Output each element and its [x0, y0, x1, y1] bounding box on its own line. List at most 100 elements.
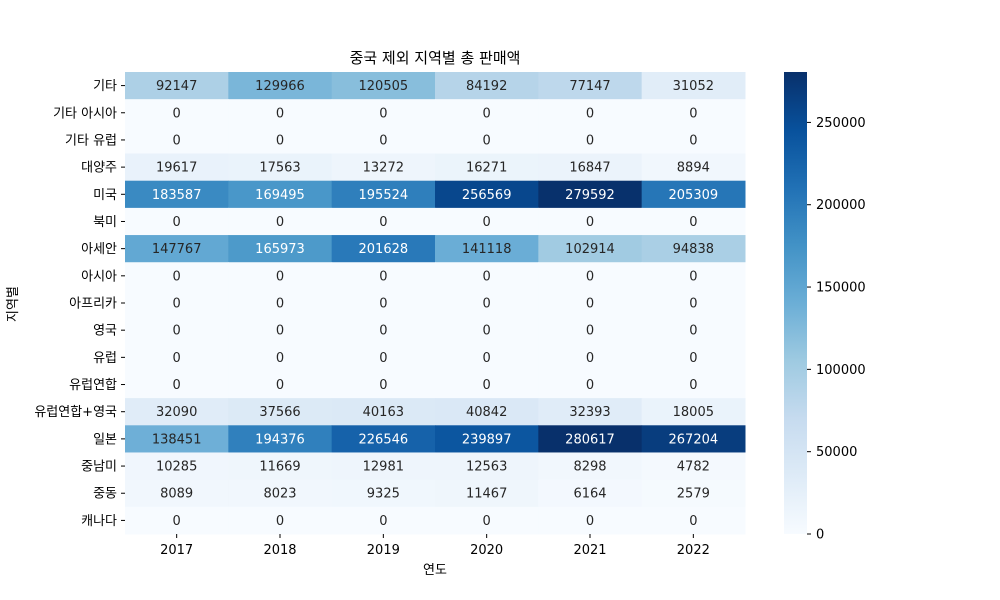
x-tick-label: 2022	[677, 543, 710, 558]
heatmap-cells: 92147 129966 120505 84192 77147 31052 0 0 0 0 0 0 0 0…	[125, 72, 746, 535]
cell-value-label: 0	[379, 133, 387, 148]
y-tick-label: 유럽연합	[69, 378, 117, 393]
heatmap-cell	[228, 343, 333, 372]
cell-value-label: 267204	[669, 432, 719, 447]
cell-value-label: 0	[483, 215, 491, 230]
heatmap-cell	[125, 99, 229, 127]
cell-value-label: 169495	[255, 188, 305, 203]
heatmap-cell	[125, 316, 229, 345]
heatmap-cell	[331, 262, 436, 290]
heatmap-cell	[331, 316, 436, 345]
cell-value-label: 12981	[363, 460, 404, 475]
cell-value-label: 141118	[462, 242, 512, 257]
cell-value-label: 9325	[367, 487, 400, 502]
heatmap-cell	[435, 72, 539, 100]
cell-value-label: 0	[689, 514, 697, 529]
cell-value-label: 120505	[359, 79, 409, 94]
cell-value-label: 16271	[466, 161, 507, 176]
cell-value-label: 0	[173, 514, 181, 529]
heatmap-cell	[641, 370, 746, 399]
cell-value-label: 0	[276, 215, 284, 230]
cell-value-label: 4782	[677, 460, 710, 475]
heatmap-cell	[538, 425, 643, 453]
cell-value-label: 0	[689, 269, 697, 284]
heatmap-cell	[228, 99, 333, 127]
heatmap-cell	[125, 370, 229, 399]
cell-value-label: 32090	[156, 405, 197, 420]
cell-value-label: 0	[689, 133, 697, 148]
heatmap-cell	[538, 452, 643, 481]
cell-value-label: 0	[379, 297, 387, 312]
heatmap-cell	[331, 180, 436, 209]
cell-value-label: 0	[276, 297, 284, 312]
cell-value-label: 0	[379, 378, 387, 393]
heatmap-cell	[538, 153, 643, 182]
cell-value-label: 279592	[565, 188, 615, 203]
cell-value-label: 0	[689, 351, 697, 366]
y-tick-label: 영국	[93, 324, 117, 339]
heatmap-cell	[641, 153, 746, 182]
cell-value-label: 256569	[462, 188, 512, 203]
cell-value-label: 102914	[565, 242, 615, 257]
cell-value-label: 129966	[255, 79, 305, 94]
cell-value-label: 0	[173, 215, 181, 230]
heatmap-cell	[228, 289, 333, 318]
heatmap-cell	[435, 425, 539, 453]
heatmap-cell	[228, 126, 333, 155]
cell-value-label: 0	[379, 351, 387, 366]
heatmap-cell	[331, 72, 436, 100]
heatmap-cell	[228, 207, 333, 236]
cell-value-label: 0	[173, 133, 181, 148]
cell-value-label: 0	[276, 378, 284, 393]
cell-value-label: 147767	[152, 242, 202, 257]
heatmap-cell	[125, 72, 229, 100]
heatmap-cell	[641, 479, 746, 508]
heatmap-cell	[125, 425, 229, 453]
heatmap-cell	[228, 452, 333, 481]
heatmap-cell	[641, 180, 746, 209]
cell-value-label: 0	[276, 106, 284, 121]
cell-value-label: 0	[586, 324, 594, 339]
heatmap-cell	[125, 153, 229, 182]
heatmap-cell	[435, 343, 539, 372]
cell-value-label: 40842	[466, 405, 507, 420]
cell-value-label: 0	[379, 514, 387, 529]
heatmap-cell	[331, 343, 436, 372]
cell-value-label: 0	[689, 324, 697, 339]
cell-value-label: 18005	[673, 405, 714, 420]
cell-value-label: 0	[276, 133, 284, 148]
heatmap-cell	[435, 316, 539, 345]
y-tick-label: 중동	[93, 487, 117, 502]
heatmap-cell	[538, 506, 643, 535]
heatmap-cell	[538, 262, 643, 290]
x-tick-label: 2020	[470, 543, 503, 558]
cell-value-label: 6164	[573, 487, 606, 502]
colorbar-tick-label: 100000	[816, 363, 866, 378]
cell-value-label: 0	[483, 106, 491, 121]
heatmap-cell	[641, 72, 746, 100]
cell-value-label: 37566	[259, 405, 300, 420]
heatmap-cell	[331, 99, 436, 127]
y-tick-label: 유럽연합+영국	[34, 405, 117, 420]
heatmap-cell	[435, 398, 539, 426]
heatmap-cell	[331, 370, 436, 399]
cell-value-label: 0	[586, 269, 594, 284]
cell-value-label: 0	[173, 351, 181, 366]
heatmap-cell	[538, 479, 643, 508]
chart-title: 중국 제외 지역별 총 판매액	[350, 49, 521, 67]
heatmap-cell	[331, 452, 436, 481]
heatmap-cell	[331, 479, 436, 508]
cell-value-label: 0	[379, 324, 387, 339]
heatmap-cell	[435, 180, 539, 209]
cell-value-label: 0	[483, 133, 491, 148]
heatmap-cell	[641, 207, 746, 236]
y-tick-label: 일본	[93, 432, 117, 447]
heatmap-cell	[125, 235, 229, 263]
cell-value-label: 11467	[466, 487, 507, 502]
y-tick-label: 기타 유럽	[65, 133, 117, 148]
heatmap-cell	[435, 99, 539, 127]
colorbar-tick-label: 200000	[816, 198, 866, 213]
cell-value-label: 84192	[466, 79, 507, 94]
cell-value-label: 0	[379, 269, 387, 284]
